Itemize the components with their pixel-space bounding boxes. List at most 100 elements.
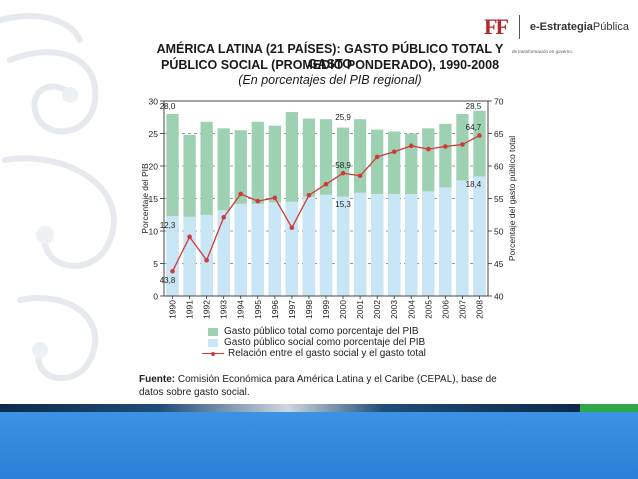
x-tick-label: 2000	[338, 300, 348, 319]
bar-gasto-social	[251, 203, 264, 296]
ratio-point	[443, 144, 448, 149]
ratio-line-series	[170, 133, 482, 274]
legend-item-social: Gasto público social como porcentaje del…	[208, 337, 426, 348]
data-label: 43,8	[160, 276, 176, 285]
data-label: 15,3	[335, 200, 351, 209]
bars-gasto-social	[166, 176, 486, 296]
bar-gasto-social	[336, 196, 350, 296]
x-tick-label: 2007	[457, 300, 467, 319]
brand-tagline: de transformación en governo.	[512, 49, 574, 54]
x-tick-label: 2003	[389, 300, 399, 319]
legend-swatch-social	[208, 338, 218, 347]
ratio-point	[255, 198, 261, 204]
x-tick-label: 2002	[372, 300, 382, 319]
y-left-tick-label: 25	[149, 129, 159, 139]
x-tick-label: 1993	[219, 300, 229, 319]
y-left-tick-label: 5	[153, 259, 158, 269]
x-tick-label: 1997	[287, 300, 297, 319]
ratio-point	[170, 269, 175, 274]
ratio-point	[357, 173, 363, 179]
bar-gasto-social	[302, 196, 316, 296]
source-text: Comisión Económica para América Latina y…	[139, 374, 497, 398]
y-right-tick-label: 60	[494, 162, 504, 172]
bar-gasto-social	[166, 216, 179, 296]
footer-stripe	[0, 404, 638, 412]
ratio-point	[204, 257, 209, 263]
y-left-tick-label: 30	[149, 97, 159, 107]
y-right-tick-label: 70	[494, 97, 504, 107]
bar-gasto-social	[456, 180, 469, 296]
ratio-point	[340, 170, 346, 176]
x-tick-label: 2005	[423, 300, 433, 319]
bar-gasto-social	[217, 210, 230, 296]
y-right-tick-label: 45	[494, 259, 504, 269]
bar-gasto-social	[422, 191, 435, 296]
legend-label-ratio: Relación entre el gasto social y el gast…	[228, 348, 426, 359]
data-label: 25,9	[335, 113, 351, 122]
footer-band	[0, 404, 638, 479]
legend-item-total: Gasto público total como porcentaje del …	[208, 326, 426, 337]
ratio-point	[460, 142, 465, 147]
x-tick-label: 1998	[304, 300, 314, 319]
ratio-point	[477, 133, 482, 138]
ratio-point	[238, 191, 244, 197]
logo-mark: FF	[484, 14, 509, 39]
y-left-tick-label: 20	[149, 162, 159, 172]
footer-band-body	[0, 412, 638, 479]
brand-name: e-EstrategiaPública	[530, 21, 629, 33]
bar-gasto-social	[371, 193, 384, 296]
data-label: 58,9	[335, 161, 351, 170]
x-tick-label: 1996	[270, 300, 280, 319]
chart-axes: 0 5 10 15 20 25 30 40 45 50 55 60 65 70 1990 1991 1992 19…	[140, 97, 517, 319]
x-tick-label: 2008	[474, 300, 484, 319]
combo-chart: 0 5 10 15 20 25 30 40 45 50 55 60 65 70 1990 1991 1992 19…	[140, 97, 517, 319]
x-tick-label: 2001	[355, 300, 365, 319]
data-label: 12,3	[160, 221, 176, 230]
source-note: Fuente: Comisión Económica para América …	[139, 373, 509, 399]
bar-gasto-social	[319, 194, 333, 296]
logo-divider	[518, 15, 520, 39]
bar-gasto-social	[439, 187, 452, 296]
bar-gasto-social	[268, 202, 281, 296]
legend-swatch-total	[208, 327, 218, 336]
bar-gasto-social	[353, 192, 367, 296]
bar-gasto-social	[183, 216, 196, 296]
decorative-swirl	[0, 13, 117, 381]
y-left-tick-label: 10	[149, 227, 159, 237]
ratio-point	[323, 181, 329, 187]
x-tick-label: 1999	[321, 300, 331, 319]
bar-gasto-social	[405, 193, 418, 296]
footer-green-accent	[580, 404, 638, 412]
legend-swatch-ratio	[202, 350, 224, 358]
x-tick-label: 2004	[406, 300, 416, 319]
ratio-point	[408, 143, 414, 149]
chart-data-labels: 28,0 12,3 43,8 25,9 15,3 58,9 28,5 18,4 64,7	[160, 102, 482, 285]
bar-gasto-social	[285, 201, 299, 296]
ratio-point	[426, 146, 431, 152]
chart-title-line-2: PÚBLICO SOCIAL (PROMEDIO PONDERADO), 199…	[160, 58, 500, 72]
ratio-point	[187, 234, 192, 240]
y-right-axis-title: Porcentaje del gasto público total	[507, 136, 517, 261]
data-label: 28,0	[160, 102, 176, 111]
x-tick-label: 1995	[253, 300, 263, 319]
ratio-point	[289, 225, 295, 231]
y-left-axis-title: Porcentaje del PIB	[140, 163, 150, 234]
bar-gasto-social	[234, 203, 247, 296]
y-right-tick-label: 40	[494, 292, 504, 302]
bar-gasto-social	[200, 214, 213, 296]
y-left-tick-label: 0	[153, 292, 158, 302]
brand-logo: FF e-EstrategiaPública	[484, 14, 629, 40]
legend-item-ratio: Relación entre el gasto social y el gast…	[202, 348, 426, 359]
source-label: Fuente:	[139, 374, 176, 385]
y-right-tick-label: 50	[494, 227, 504, 237]
ratio-point	[391, 149, 397, 154]
x-tick-label: 1994	[236, 300, 246, 319]
chart-legend: Gasto público total como porcentaje del …	[202, 326, 426, 359]
bar-gasto-social	[473, 176, 486, 296]
x-tick-label: 1990	[168, 300, 178, 319]
chart-title-line-1: AMÉRICA LATINA (21 PAÍSES): GASTO PÚBLIC…	[156, 42, 504, 71]
ratio-point	[221, 215, 226, 220]
ratio-point	[306, 192, 312, 198]
data-label: 28,5	[466, 102, 482, 111]
x-tick-label: 2006	[440, 300, 450, 319]
